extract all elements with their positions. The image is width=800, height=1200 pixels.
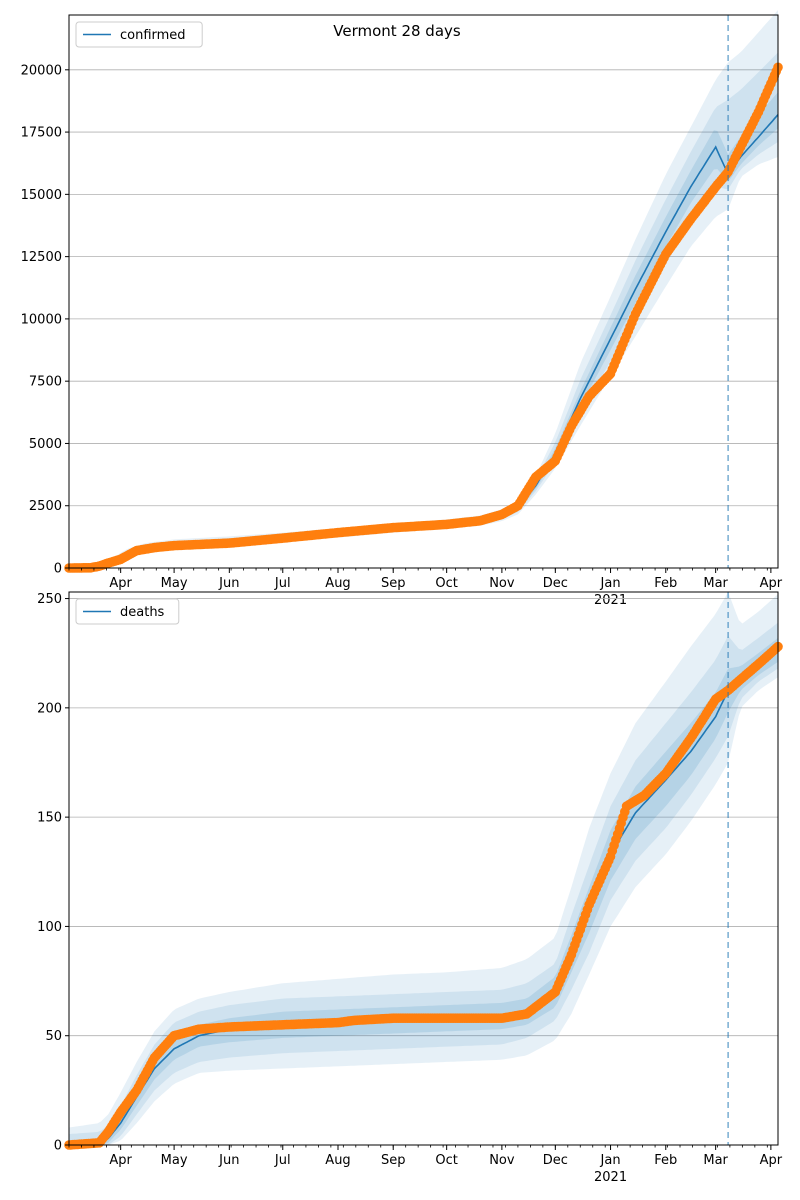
uncertainty-band-outer xyxy=(69,592,778,1145)
y-tick-label: 50 xyxy=(45,1029,62,1044)
x-tick-label: Apr xyxy=(760,576,783,591)
y-tick-label: 0 xyxy=(54,1139,62,1154)
x-tick-label: Nov xyxy=(489,1153,515,1168)
y-tick-label: 20000 xyxy=(21,63,62,78)
x-tick-label: Dec xyxy=(543,1153,568,1168)
x-tick-label: Oct xyxy=(435,1153,457,1168)
x-year-label: 2021 xyxy=(594,1170,627,1185)
x-tick-label: Jul xyxy=(274,1153,291,1168)
x-tick-label: Aug xyxy=(325,576,350,591)
uncertainty-band-inner xyxy=(69,637,778,1145)
x-tick-label: Apr xyxy=(109,576,132,591)
observed-series xyxy=(64,62,783,573)
x-tick-label: Jan xyxy=(600,1153,621,1168)
y-tick-label: 2500 xyxy=(29,499,62,514)
x-tick-label: Apr xyxy=(109,1153,132,1168)
x-tick-label: Dec xyxy=(543,576,568,591)
x-year-label: 2021 xyxy=(594,593,627,608)
x-tick-label: Feb xyxy=(654,576,677,591)
x-tick-label: Nov xyxy=(489,576,515,591)
x-tick-label: May xyxy=(161,1153,188,1168)
legend-box xyxy=(75,598,180,625)
y-tick-label: 250 xyxy=(37,592,62,607)
axes-frame xyxy=(68,14,779,569)
observed-series xyxy=(64,641,783,1150)
uncertainty-band-middle xyxy=(69,622,778,1145)
legend-label: confirmed xyxy=(120,28,186,43)
x-tick-label: Sep xyxy=(381,576,406,591)
legend-box xyxy=(75,21,203,48)
legend-label: deaths xyxy=(120,605,165,620)
y-tick-label: 5000 xyxy=(29,437,62,452)
y-tick-label: 200 xyxy=(37,701,62,716)
y-tick-label: 7500 xyxy=(29,375,62,390)
y-tick-label: 10000 xyxy=(21,312,62,327)
x-tick-label: Apr xyxy=(760,1153,783,1168)
x-tick-label: Oct xyxy=(435,576,457,591)
x-tick-label: Jun xyxy=(218,1153,239,1168)
y-tick-label: 100 xyxy=(37,920,62,935)
x-tick-label: Mar xyxy=(703,576,728,591)
chart-title: Vermont 28 days xyxy=(333,22,461,40)
x-tick-label: Jan xyxy=(600,576,621,591)
y-tick-label: 150 xyxy=(37,811,62,826)
axes-frame xyxy=(68,591,779,1146)
y-tick-label: 15000 xyxy=(21,188,62,203)
y-tick-label: 12500 xyxy=(21,250,62,265)
y-tick-label: 17500 xyxy=(21,126,62,141)
x-tick-label: Feb xyxy=(654,1153,677,1168)
deaths-panel: 0 50 100 150 200 250 Apr May Jun Jul Aug Sep Oct Nov D… xyxy=(37,591,783,1185)
x-tick-label: Mar xyxy=(703,1153,728,1168)
x-tick-label: Jun xyxy=(218,576,239,591)
x-tick-label: Jul xyxy=(274,576,291,591)
x-tick-label: Aug xyxy=(325,1153,350,1168)
x-tick-label: May xyxy=(161,576,188,591)
confirmed-panel: 0 2500 5000 7500 10000 12500 15000 17500 20000 Ap… xyxy=(21,10,783,608)
x-tick-label: Sep xyxy=(381,1153,406,1168)
y-tick-label: 0 xyxy=(54,562,62,577)
